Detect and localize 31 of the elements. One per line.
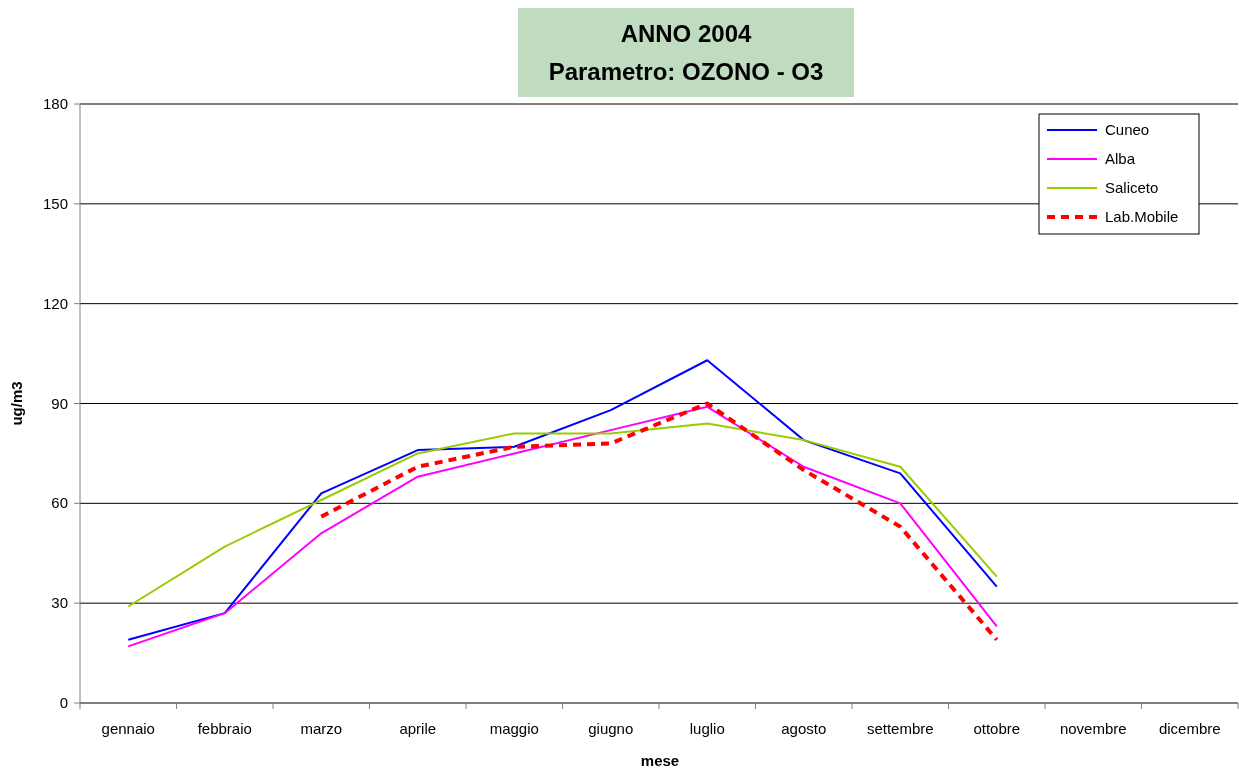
y-tick-label: 150 bbox=[42, 194, 68, 212]
y-tick-label: 120 bbox=[42, 294, 68, 312]
x-tick-label: aprile bbox=[399, 720, 437, 737]
y-tick-label: 0 bbox=[59, 694, 68, 711]
legend-label: Saliceto bbox=[1105, 179, 1159, 196]
chart-title: ANNO 2004 bbox=[620, 20, 753, 47]
y-tick-label: 60 bbox=[51, 494, 68, 512]
y-tick-label: 90 bbox=[51, 394, 68, 412]
line-series bbox=[127, 359, 998, 641]
x-tick-label: luglio bbox=[689, 720, 725, 737]
y-tick-label: 180 bbox=[42, 95, 68, 112]
y-tick-label: 30 bbox=[51, 594, 68, 612]
line-series bbox=[319, 401, 999, 642]
x-tick-label: ottobre bbox=[973, 720, 1021, 737]
x-tick-label: novembre bbox=[1059, 720, 1127, 737]
x-tick-label: marzo bbox=[300, 720, 343, 737]
legend-label: Cuneo bbox=[1105, 121, 1150, 138]
x-tick-label: agosto bbox=[781, 720, 827, 737]
x-tick-label: dicembre bbox=[1158, 720, 1221, 737]
line-series bbox=[127, 405, 998, 648]
line-series bbox=[127, 422, 998, 608]
chart-subtitle: Parametro: OZONO - O3 bbox=[548, 58, 824, 85]
x-tick-label: settembre bbox=[866, 720, 934, 737]
x-tick-label: febbraio bbox=[197, 720, 252, 737]
legend-label: Lab.Mobile bbox=[1105, 208, 1179, 225]
y-axis-title: ug/m3 bbox=[8, 381, 25, 426]
x-tick-label: gennaio bbox=[101, 720, 155, 737]
x-tick-label: giugno bbox=[588, 720, 634, 737]
legend-label: Alba bbox=[1105, 150, 1136, 167]
x-tick-label: maggio bbox=[489, 720, 539, 737]
x-axis-title: mese bbox=[640, 752, 680, 769]
